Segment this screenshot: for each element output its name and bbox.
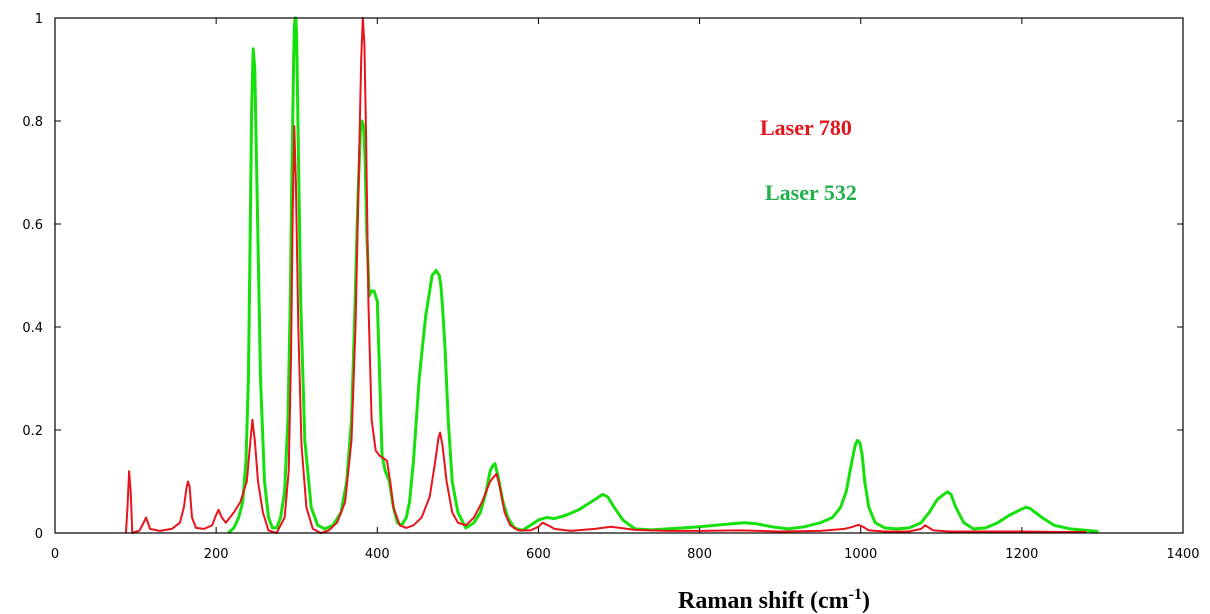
x-tick-label-1: 200: [204, 547, 229, 562]
y-tick-label-0: 0: [35, 527, 43, 542]
x-axis-label-superscript: -1: [849, 586, 862, 603]
y-tick-label-4: 0.8: [22, 115, 43, 130]
x-tick-label-0: 0: [51, 547, 59, 562]
x-axis-label-close: ): [862, 588, 870, 614]
series-line-laser-532: [227, 16, 1099, 535]
x-tick-label-5: 1000: [844, 547, 877, 562]
y-tick-label-5: 1: [35, 12, 43, 27]
legend-label-laser-532: Laser 532: [765, 180, 857, 205]
x-tick-label-3: 600: [526, 547, 551, 562]
plot-frame: [54, 17, 1184, 534]
x-tick-label-6: 1200: [1005, 547, 1038, 562]
legend-label-laser-780: Laser 780: [760, 115, 852, 140]
y-tick-label-3: 0.6: [22, 218, 43, 233]
x-tick-label-7: 1400: [1166, 547, 1199, 562]
series-line-laser-780: [124, 17, 1087, 534]
x-axis-label-main: Raman shift (cm: [678, 588, 849, 614]
y-tick-label-1: 0.2: [22, 424, 43, 439]
y-tick-label-2: 0.4: [22, 321, 43, 336]
x-tick-label-2: 400: [365, 547, 390, 562]
tick-layer: 0 200 400 600 800 1000 1200 1400 0 0.2 0.4 0.6 0.8 1: [22, 12, 1199, 562]
x-axis-label: Raman shift (cm-1): [678, 586, 870, 614]
x-tick-label-4: 800: [687, 547, 712, 562]
series-layer: [124, 16, 1099, 535]
